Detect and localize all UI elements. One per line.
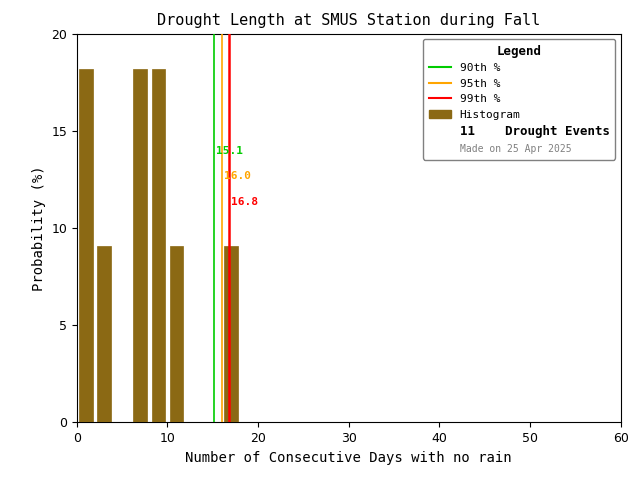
Bar xyxy=(134,69,147,422)
Bar xyxy=(224,246,237,422)
Bar xyxy=(152,69,165,422)
Bar xyxy=(97,246,111,422)
X-axis label: Number of Consecutive Days with no rain: Number of Consecutive Days with no rain xyxy=(186,451,512,465)
Text: 16.0: 16.0 xyxy=(224,171,251,181)
Y-axis label: Probability (%): Probability (%) xyxy=(31,165,45,291)
Text: 15.1: 15.1 xyxy=(216,146,243,156)
Bar xyxy=(170,246,183,422)
Bar xyxy=(79,69,93,422)
Title: Drought Length at SMUS Station during Fall: Drought Length at SMUS Station during Fa… xyxy=(157,13,540,28)
Legend: 90th %, 95th %, 99th %, Histogram, 11    Drought Events, Made on 25 Apr 2025: 90th %, 95th %, 99th %, Histogram, 11 Dr… xyxy=(423,39,615,159)
Text: 16.8: 16.8 xyxy=(231,197,258,207)
